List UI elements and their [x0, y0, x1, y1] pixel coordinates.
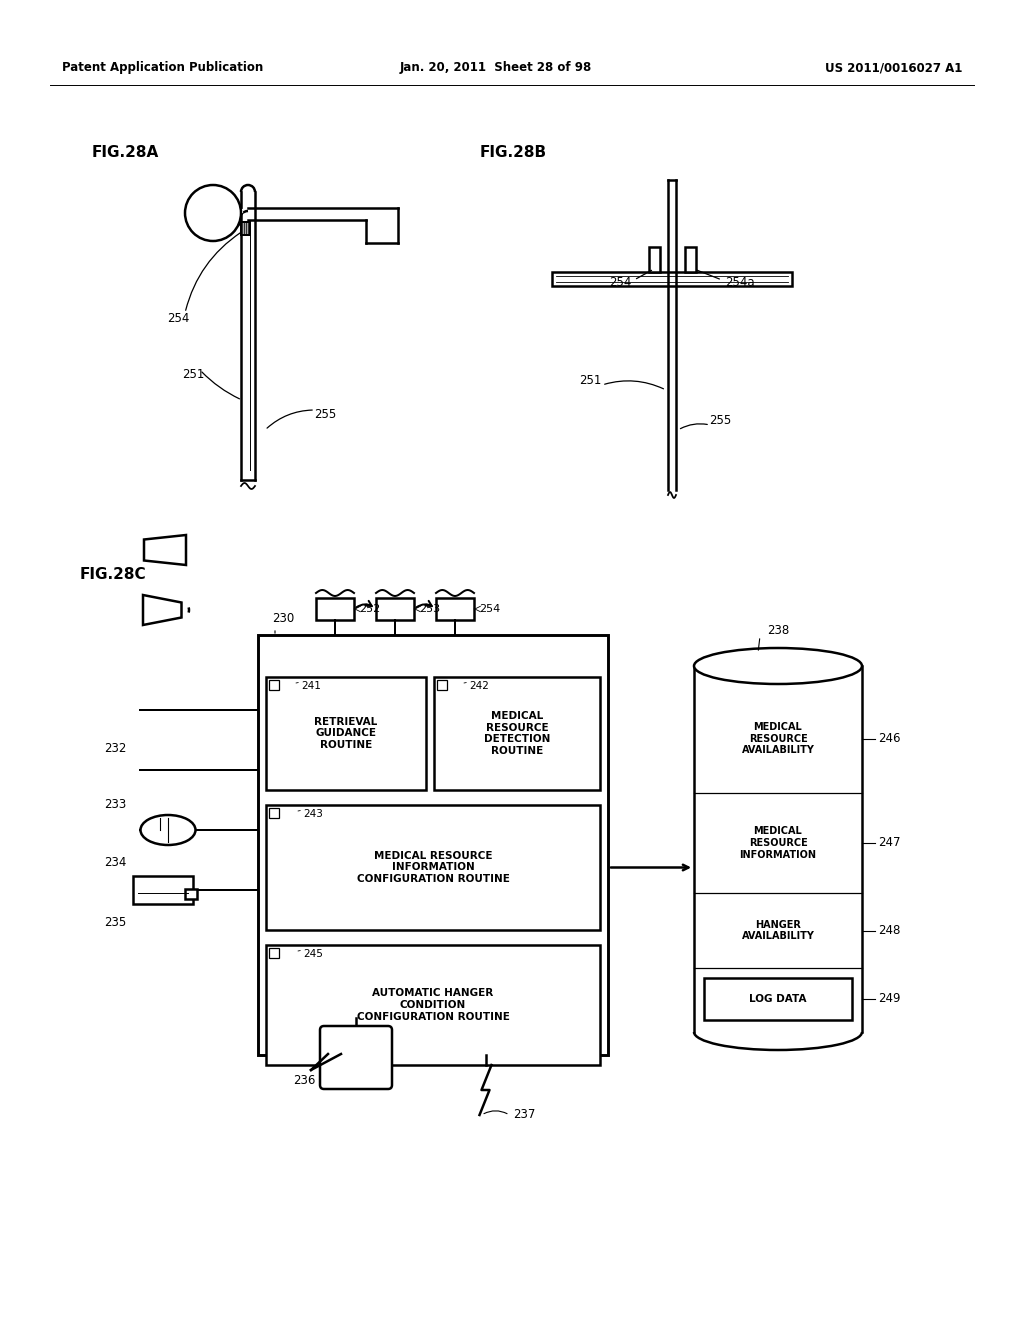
Text: 234: 234 [103, 857, 126, 870]
FancyBboxPatch shape [648, 247, 659, 272]
FancyBboxPatch shape [258, 635, 608, 1055]
Text: 238: 238 [767, 623, 790, 636]
Text: 245: 245 [303, 949, 323, 960]
Text: 252: 252 [359, 605, 380, 614]
Text: 236: 236 [294, 1073, 316, 1086]
FancyBboxPatch shape [316, 598, 354, 620]
Text: US 2011/0016027 A1: US 2011/0016027 A1 [824, 62, 962, 74]
Polygon shape [143, 595, 181, 624]
FancyBboxPatch shape [705, 978, 852, 1020]
Text: AUTOMATIC HANGER
CONDITION
CONFIGURATION ROUTINE: AUTOMATIC HANGER CONDITION CONFIGURATION… [356, 989, 509, 1022]
Text: MEDICAL RESOURCE
INFORMATION
CONFIGURATION ROUTINE: MEDICAL RESOURCE INFORMATION CONFIGURATI… [356, 851, 509, 884]
FancyBboxPatch shape [269, 948, 279, 958]
Circle shape [185, 185, 241, 242]
FancyBboxPatch shape [436, 598, 474, 620]
Text: MEDICAL
RESOURCE
INFORMATION: MEDICAL RESOURCE INFORMATION [739, 826, 816, 859]
FancyBboxPatch shape [269, 680, 279, 690]
Text: 254a: 254a [725, 276, 755, 289]
Text: Patent Application Publication: Patent Application Publication [62, 62, 263, 74]
Text: 243: 243 [303, 809, 323, 818]
Text: FIG.28A: FIG.28A [92, 145, 160, 160]
Text: HANGER
AVAILABILITY: HANGER AVAILABILITY [741, 920, 814, 941]
Text: 254: 254 [609, 276, 632, 289]
Text: 233: 233 [103, 799, 126, 812]
Text: 253: 253 [419, 605, 440, 614]
Text: MEDICAL
RESOURCE
DETECTION
ROUTINE: MEDICAL RESOURCE DETECTION ROUTINE [483, 711, 550, 756]
FancyBboxPatch shape [376, 598, 414, 620]
Text: 251: 251 [182, 368, 204, 381]
Text: MEDICAL
RESOURCE
AVAILABILITY: MEDICAL RESOURCE AVAILABILITY [741, 722, 814, 755]
Text: 247: 247 [878, 837, 900, 850]
Text: FIG.28B: FIG.28B [480, 145, 547, 160]
Text: 254: 254 [167, 312, 189, 325]
FancyBboxPatch shape [437, 680, 447, 690]
Polygon shape [144, 535, 186, 565]
FancyBboxPatch shape [319, 1026, 392, 1089]
FancyBboxPatch shape [434, 677, 600, 789]
Text: 251: 251 [579, 374, 601, 387]
Text: 246: 246 [878, 733, 900, 744]
FancyBboxPatch shape [185, 888, 197, 899]
FancyBboxPatch shape [269, 808, 279, 818]
FancyBboxPatch shape [684, 247, 695, 272]
Text: 242: 242 [469, 681, 488, 690]
Ellipse shape [140, 814, 196, 845]
FancyBboxPatch shape [133, 876, 193, 904]
FancyBboxPatch shape [241, 222, 250, 235]
Text: 255: 255 [314, 408, 336, 421]
FancyBboxPatch shape [266, 677, 426, 789]
Text: 230: 230 [272, 612, 294, 624]
Text: Jan. 20, 2011  Sheet 28 of 98: Jan. 20, 2011 Sheet 28 of 98 [400, 62, 592, 74]
FancyBboxPatch shape [266, 945, 600, 1065]
FancyBboxPatch shape [552, 272, 792, 286]
Text: 237: 237 [513, 1109, 536, 1122]
Text: 235: 235 [103, 916, 126, 928]
FancyBboxPatch shape [266, 805, 600, 931]
Text: LOG DATA: LOG DATA [750, 994, 807, 1005]
Text: 254: 254 [479, 605, 501, 614]
Text: 241: 241 [301, 681, 321, 690]
Text: 249: 249 [878, 993, 900, 1006]
Text: FIG.28C: FIG.28C [80, 568, 146, 582]
Text: 232: 232 [103, 742, 126, 755]
Text: 255: 255 [709, 413, 731, 426]
Text: RETRIEVAL
GUIDANCE
ROUTINE: RETRIEVAL GUIDANCE ROUTINE [314, 717, 378, 750]
Ellipse shape [694, 648, 862, 684]
Text: 248: 248 [878, 924, 900, 937]
